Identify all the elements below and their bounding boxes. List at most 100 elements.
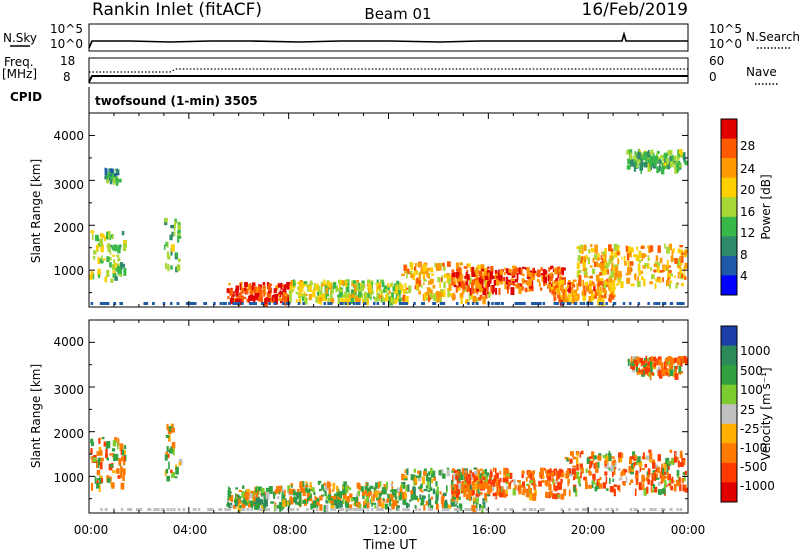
heatmap-cell — [611, 289, 615, 292]
heatmap-cell — [254, 293, 259, 300]
heatmap-cell — [389, 489, 393, 492]
heatmap-cell — [463, 487, 467, 495]
heatmap-cell — [674, 373, 679, 380]
ground-scatter-cell — [524, 508, 527, 511]
heatmap-cell — [552, 281, 555, 287]
heatmap-cell — [398, 283, 402, 287]
heatmap-cell — [471, 472, 476, 478]
heatmap-cell — [251, 503, 256, 507]
heatmap-cell — [323, 505, 326, 513]
heatmap-cell — [351, 283, 355, 286]
ground-scatter-cell — [104, 508, 108, 511]
heatmap-cell — [576, 451, 579, 457]
heatmap-cell — [446, 485, 448, 491]
heatmap-cell — [525, 490, 530, 497]
heatmap-cell — [382, 487, 386, 492]
heatmap-cell — [458, 281, 463, 287]
ground-scatter-cell — [333, 508, 336, 511]
heatmap-cell — [665, 371, 668, 376]
heatmap-cell — [481, 475, 485, 479]
heatmap-cell — [584, 255, 588, 260]
heatmap-cell — [460, 292, 464, 298]
heatmap-cell — [383, 484, 386, 490]
heatmap-cell — [475, 267, 478, 276]
heatmap-cell — [485, 276, 489, 281]
heatmap-cell — [298, 498, 302, 507]
heatmap-cell — [570, 287, 573, 291]
heatmap-cell — [475, 496, 479, 505]
heatmap-cell — [165, 241, 168, 247]
heatmap-cell — [573, 456, 576, 460]
ground-scatter-cell — [136, 508, 139, 511]
heatmap-cell — [552, 269, 556, 272]
heatmap-cell — [495, 481, 499, 488]
ground-scatter-cell — [446, 508, 450, 511]
heatmap-cell — [259, 296, 263, 302]
heatmap-cell — [248, 295, 251, 299]
heatmap-cell — [121, 470, 125, 473]
heatmap-cell — [440, 289, 444, 293]
ground-scatter-cell — [504, 508, 507, 511]
heatmap-cell — [533, 470, 535, 475]
power-heatmap — [89, 149, 688, 307]
heatmap-cell — [658, 489, 662, 495]
heatmap-cell — [534, 489, 537, 496]
heatmap-cell — [239, 505, 243, 508]
heatmap-cell — [120, 473, 123, 479]
heatmap-cell — [652, 356, 657, 362]
heatmap-cell — [572, 295, 576, 304]
heatmap-cell — [559, 275, 563, 278]
heatmap-cell — [348, 297, 351, 305]
heatmap-cell — [576, 473, 579, 480]
heatmap-cell — [641, 468, 645, 470]
heatmap-cell — [340, 493, 342, 499]
heatmap-cell — [170, 244, 175, 252]
heatmap-cell — [100, 244, 104, 253]
heatmap-cell — [537, 269, 541, 278]
ground-scatter-cell — [539, 302, 542, 305]
ground-scatter-cell — [533, 508, 537, 511]
heatmap-cell — [666, 466, 669, 475]
ground-scatter-cell — [242, 508, 246, 511]
heatmap-cell — [637, 159, 640, 163]
heatmap-cell — [565, 297, 569, 303]
heatmap-cell — [610, 248, 614, 252]
heatmap-cell — [653, 269, 657, 273]
velocity-cb-label-25: 25 — [740, 403, 755, 417]
heatmap-cell — [258, 486, 262, 492]
heatmap-cell — [651, 460, 655, 464]
colorbar-segment — [721, 138, 737, 159]
heatmap-cell — [447, 289, 450, 298]
heatmap-cell — [667, 460, 671, 464]
heatmap-cell — [364, 502, 366, 506]
velocity-y-tick-3000: 3000 — [53, 383, 84, 397]
ground-scatter-cell — [475, 508, 478, 511]
heatmap-cell — [506, 469, 510, 478]
heatmap-cell — [474, 482, 478, 490]
ground-scatter-cell — [157, 508, 160, 511]
heatmap-cell — [460, 280, 464, 289]
ground-scatter-cell — [523, 302, 526, 305]
heatmap-cell — [665, 159, 669, 162]
heatmap-cell — [105, 453, 108, 459]
heatmap-cell — [556, 288, 559, 292]
heatmap-cell — [240, 287, 244, 294]
heatmap-cell — [534, 270, 537, 275]
heatmap-cell — [392, 489, 395, 495]
heatmap-cell — [612, 462, 617, 470]
heatmap-cell — [235, 285, 240, 292]
heatmap-cell — [110, 234, 113, 238]
heatmap-cell — [373, 487, 376, 490]
heatmap-cell — [653, 486, 658, 493]
heatmap-cell — [681, 371, 683, 374]
heatmap-cell — [633, 356, 636, 360]
heatmap-cell — [114, 437, 118, 443]
heatmap-cell — [353, 503, 355, 506]
heatmap-cell — [480, 264, 485, 271]
heatmap-cell — [418, 290, 421, 295]
heatmap-cell — [324, 483, 329, 491]
heatmap-cell — [503, 272, 506, 276]
heatmap-cell — [422, 293, 426, 302]
heatmap-cell — [482, 483, 485, 490]
heatmap-cell — [383, 285, 388, 290]
